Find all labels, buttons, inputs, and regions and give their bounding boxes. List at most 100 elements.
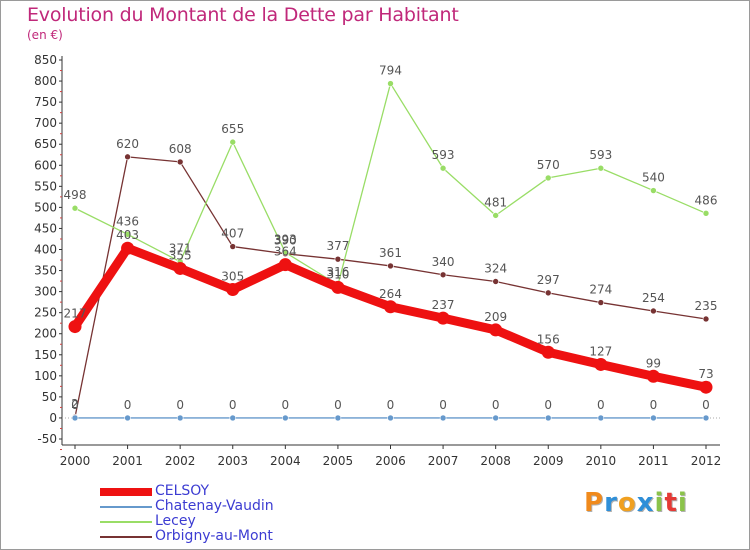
chart-unit: (en €): [27, 28, 63, 42]
data-point-orbigny-au-mont: [492, 278, 499, 285]
x-tick-label: 2005: [323, 454, 354, 468]
y-tick-label: 750: [34, 95, 57, 109]
data-point-lecey: [387, 80, 394, 87]
x-tick-label: 2010: [586, 454, 617, 468]
value-label-celsoy: 305: [221, 270, 244, 284]
value-label-orbigny-au-mont: 324: [484, 262, 507, 276]
value-label-celsoy: 355: [169, 248, 192, 262]
data-point-lecey: [439, 164, 447, 172]
data-point-chatenay-vaudin: [702, 414, 710, 422]
logo-letter: P: [584, 488, 605, 518]
value-label-chatenay-vaudin: 0: [492, 398, 500, 412]
x-tick-label: 2009: [533, 454, 564, 468]
x-tick-label: 2002: [165, 454, 196, 468]
value-label-celsoy: 264: [379, 287, 402, 301]
data-point-celsoy: [278, 258, 292, 272]
legend-label-celsoy: CELSOY: [155, 483, 210, 499]
value-label-chatenay-vaudin: 0: [124, 398, 132, 412]
x-tick-label: 2000: [60, 454, 91, 468]
data-point-orbigny-au-mont: [124, 153, 131, 161]
series-points: [68, 80, 713, 422]
value-label-orbigny-au-mont: 254: [642, 291, 665, 305]
y-tick-label: -50: [37, 432, 57, 446]
y-tick-label: 400: [34, 243, 57, 257]
data-point-orbigny-au-mont: [387, 262, 394, 270]
legend-label-chatenay-vaudin: Chatenay-Vaudin: [155, 498, 274, 514]
legend-label-orbigny-au-mont: Orbigny-au-Mont: [155, 528, 273, 544]
value-label-orbigny-au-mont: 377: [326, 239, 349, 253]
data-point-celsoy: [226, 283, 240, 297]
data-point-orbigny-au-mont: [439, 271, 447, 279]
data-point-lecey: [544, 174, 552, 182]
data-point-orbigny-au-mont: [229, 243, 237, 250]
value-label-celsoy: 156: [537, 332, 560, 346]
value-label-orbigny-au-mont: 620: [116, 137, 139, 151]
legend-swatch-orbigny-au-mont: [100, 536, 152, 538]
value-label-lecey: 593: [432, 148, 455, 162]
x-tick-label: 2004: [270, 454, 301, 468]
value-label-orbigny-au-mont: 361: [379, 246, 402, 260]
value-label-lecey: 481: [484, 195, 507, 209]
data-point-lecey: [597, 164, 605, 172]
logo-letter: r: [604, 488, 618, 518]
value-label-orbigny-au-mont: 297: [537, 273, 560, 287]
data-point-celsoy: [173, 261, 187, 275]
data-point-chatenay-vaudin: [282, 414, 289, 422]
value-label-chatenay-vaudin: 0: [282, 398, 290, 412]
data-point-orbigny-au-mont: [702, 315, 710, 323]
data-point-orbigny-au-mont: [334, 255, 342, 263]
y-tick-label: 350: [34, 264, 57, 278]
chart-title: Evolution du Montant de la Dette par Hab…: [27, 4, 459, 26]
value-label-lecey: 498: [64, 188, 87, 202]
data-point-lecey: [124, 231, 131, 238]
data-point-chatenay-vaudin: [71, 414, 79, 422]
value-label-lecey: 570: [537, 158, 560, 172]
x-tick-label: 2006: [375, 454, 406, 468]
y-tick-label: 50: [42, 390, 57, 404]
data-point-orbigny-au-mont: [597, 299, 605, 306]
y-tick-label: 500: [34, 200, 57, 214]
value-label-celsoy: 237: [432, 298, 455, 312]
y-tick-label: 100: [34, 369, 57, 383]
data-point-chatenay-vaudin: [597, 414, 605, 422]
data-point-orbigny-au-mont: [176, 158, 184, 166]
data-point-lecey: [492, 212, 499, 219]
data-point-chatenay-vaudin: [439, 414, 447, 422]
value-label-orbigny-au-mont: 2: [71, 397, 79, 411]
y-tick-label: 800: [34, 74, 57, 88]
data-point-chatenay-vaudin: [176, 414, 184, 422]
x-tick-label: 2011: [638, 454, 669, 468]
value-label-chatenay-vaudin: 0: [544, 398, 552, 412]
value-label-lecey: 593: [589, 148, 612, 162]
legend-swatch-lecey: [100, 521, 152, 523]
value-label-lecey: 794: [379, 64, 402, 78]
value-label-chatenay-vaudin: 0: [597, 398, 605, 412]
value-label-lecey: 371: [169, 242, 192, 256]
data-point-chatenay-vaudin: [334, 414, 342, 422]
data-point-orbigny-au-mont: [544, 289, 552, 297]
y-tick-label: 0: [49, 411, 57, 425]
value-label-orbigny-au-mont: 340: [432, 255, 455, 269]
logo-letter: t: [664, 488, 678, 518]
data-point-chatenay-vaudin: [544, 414, 552, 422]
y-tick-label: 200: [34, 327, 57, 341]
data-point-chatenay-vaudin: [650, 414, 657, 422]
data-point-lecey: [282, 249, 289, 256]
value-label-chatenay-vaudin: 0: [439, 398, 447, 412]
data-point-chatenay-vaudin: [492, 414, 499, 422]
x-tick-label: 2008: [480, 454, 511, 468]
data-point-lecey: [229, 138, 237, 146]
value-label-chatenay-vaudin: 0: [650, 398, 658, 412]
value-labels: 217 403 355 305 364 310 264 237 209 156 127 99 73 0 0 0…: [64, 64, 718, 412]
data-point-orbigny-au-mont: [650, 307, 657, 315]
value-label-celsoy: 310: [326, 267, 349, 281]
value-label-orbigny-au-mont: 390: [274, 234, 297, 248]
value-label-celsoy: 73: [698, 367, 713, 381]
value-label-chatenay-vaudin: 0: [229, 398, 237, 412]
value-label-orbigny-au-mont: 608: [169, 142, 192, 156]
y-tick-label: 450: [34, 221, 57, 235]
data-point-chatenay-vaudin: [387, 414, 394, 422]
data-point-celsoy: [541, 345, 555, 359]
data-point-celsoy: [489, 323, 503, 337]
